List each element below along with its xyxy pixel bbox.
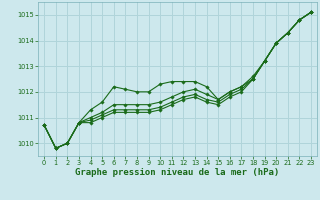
X-axis label: Graphe pression niveau de la mer (hPa): Graphe pression niveau de la mer (hPa) xyxy=(76,168,280,177)
